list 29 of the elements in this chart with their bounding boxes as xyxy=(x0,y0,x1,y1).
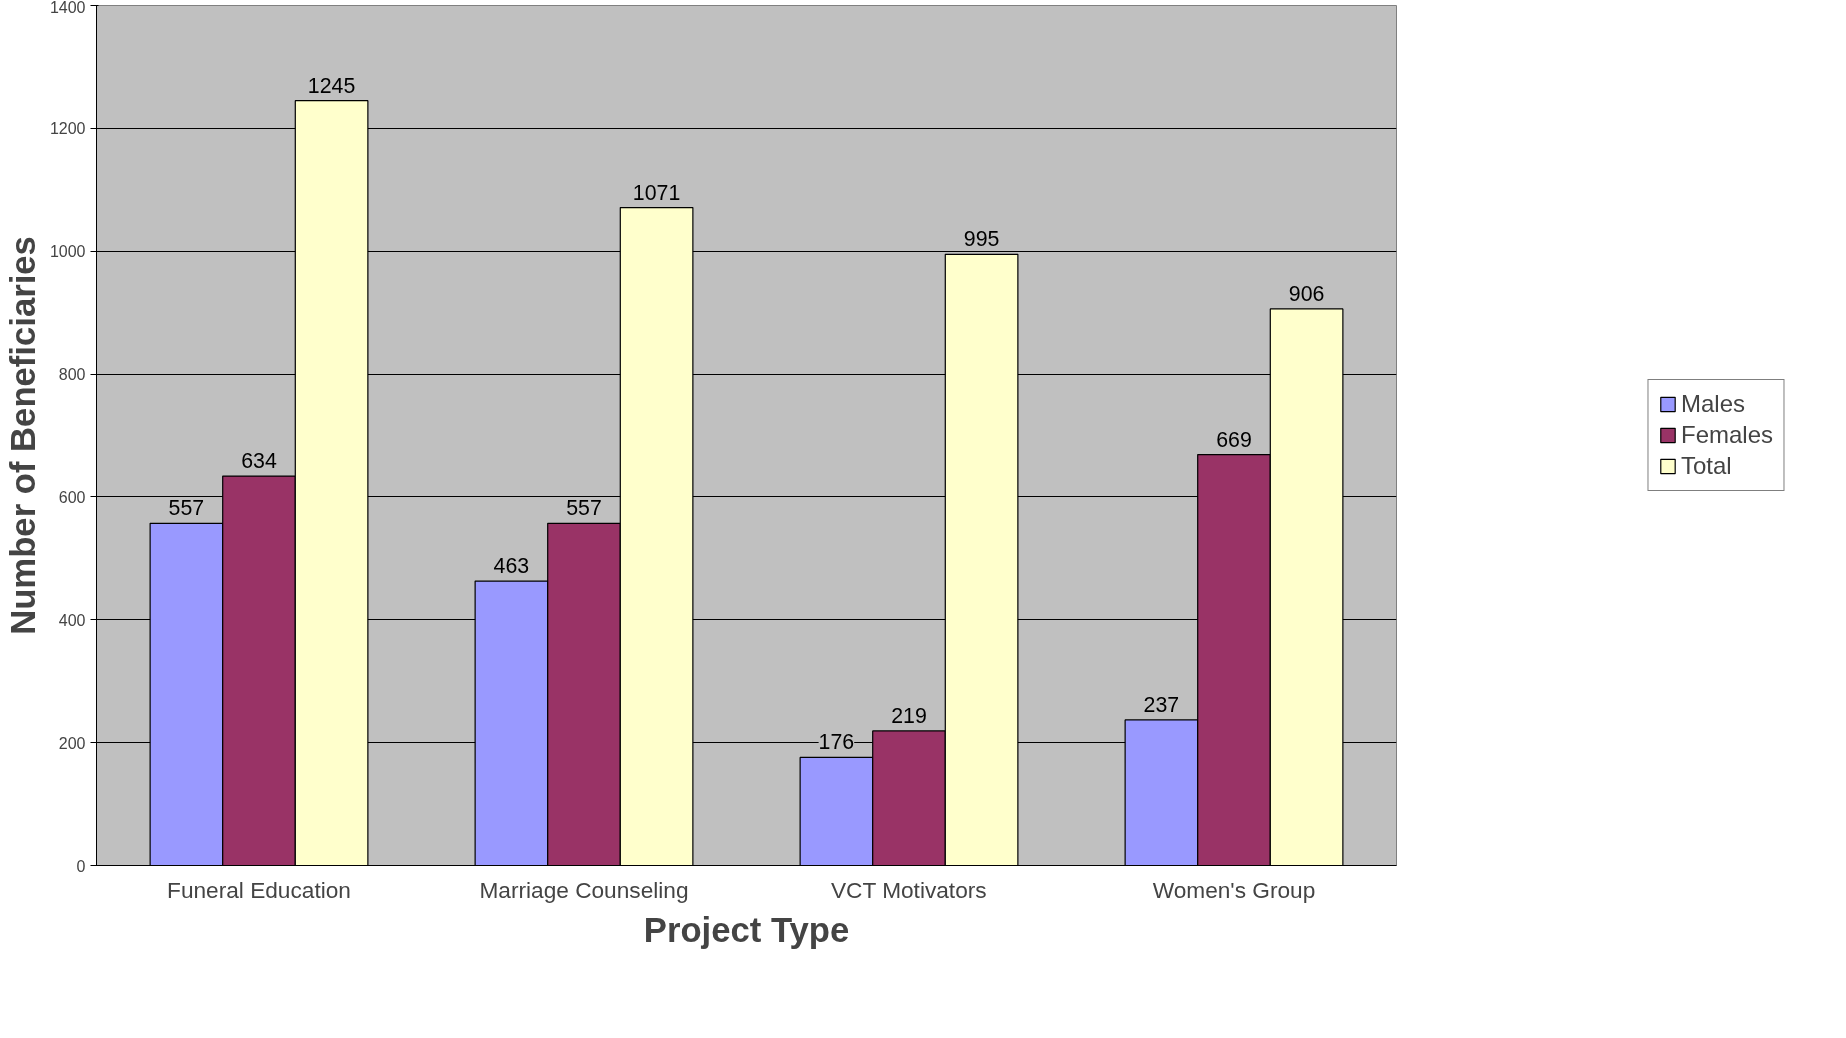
y-tick-label: 400 xyxy=(58,611,86,629)
x-tick-label: VCT Motivators xyxy=(830,876,987,903)
y-tick-label: 1400 xyxy=(49,0,86,16)
legend-label: Males xyxy=(1680,390,1746,418)
data-label: 669 xyxy=(1216,427,1252,452)
y-tick-label: 0 xyxy=(76,857,86,875)
y-tick-label: 800 xyxy=(58,366,86,384)
y-tick-label: 200 xyxy=(58,734,86,752)
data-label: 176 xyxy=(818,730,855,755)
data-label: 634 xyxy=(241,449,277,474)
legend-label: Total xyxy=(1680,452,1732,480)
legend-label: Females xyxy=(1680,421,1774,449)
x-axis-title: Project Type xyxy=(643,910,850,949)
data-label: 237 xyxy=(1143,692,1180,717)
data-label: 995 xyxy=(963,227,1000,252)
data-label: 1071 xyxy=(632,180,681,205)
y-axis-title: Number of Beneficiaries xyxy=(3,236,42,635)
x-tick-label: Funeral Education xyxy=(167,876,351,903)
data-label: 463 xyxy=(493,554,530,579)
x-tick-label: Marriage Counseling xyxy=(479,876,689,903)
data-label: 557 xyxy=(566,496,602,521)
y-tick-label: 1200 xyxy=(49,120,86,138)
data-label: 1245 xyxy=(307,73,356,98)
y-tick-label: 600 xyxy=(58,488,86,506)
x-tick-label: Women's Group xyxy=(1152,876,1316,903)
data-label: 557 xyxy=(168,496,205,521)
data-label: 906 xyxy=(1288,281,1325,306)
y-tick-label: 1000 xyxy=(49,243,86,261)
data-label: 219 xyxy=(891,703,927,728)
